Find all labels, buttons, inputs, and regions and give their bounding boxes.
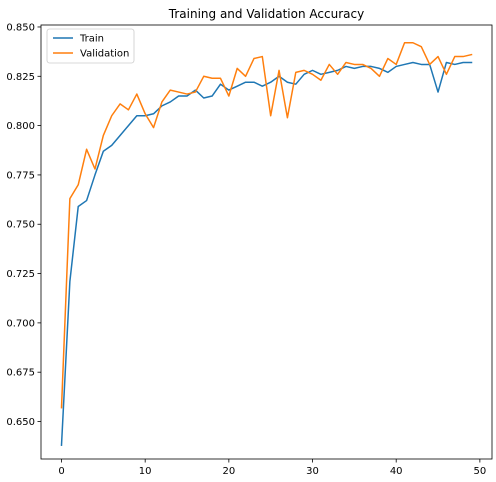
x-tick-label: 50	[474, 466, 487, 477]
x-tick-label: 10	[139, 466, 152, 477]
y-tick-label: 0.775	[6, 170, 35, 181]
x-tick-label: 20	[222, 466, 235, 477]
y-tick-label: 0.675	[6, 368, 35, 379]
legend-label-validation: Validation	[80, 49, 129, 60]
x-tick-label: 0	[58, 466, 64, 477]
y-tick-label: 0.650	[6, 417, 35, 428]
y-tick-label: 0.750	[6, 220, 35, 231]
plot-frame	[40, 24, 493, 460]
y-tick-label: 0.800	[6, 121, 35, 132]
legend: Train Validation	[46, 28, 135, 64]
y-tick-label: 0.700	[6, 318, 35, 329]
chart-title: Training and Validation Accuracy	[168, 7, 364, 21]
x-tick-label: 40	[390, 466, 403, 477]
series-line-validation	[60, 42, 473, 409]
legend-label-train: Train	[79, 34, 104, 45]
y-tick-label: 0.725	[6, 269, 35, 280]
y-tick-label: 0.850	[6, 22, 35, 33]
axes-layer: 0 10 20 30 40 50 0.650 0.675 0.700 0.725 0.750 0.77…	[6, 22, 493, 477]
x-tick-label: 30	[306, 466, 319, 477]
y-tick-label: 0.825	[6, 72, 35, 83]
series-layer	[60, 42, 473, 446]
